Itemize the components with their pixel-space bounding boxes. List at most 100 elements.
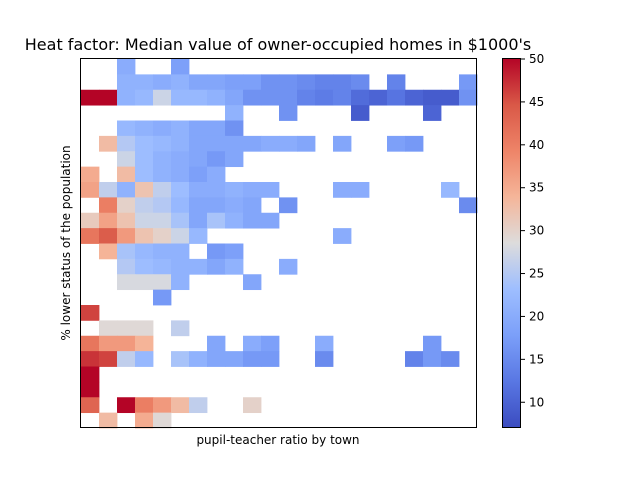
heatmap-cell — [171, 228, 190, 244]
heatmap-cell — [153, 212, 172, 229]
heatmap-cell — [99, 212, 118, 229]
heatmap-cell — [171, 135, 190, 152]
heatmap-cell — [297, 89, 316, 106]
heatmap-cell — [207, 135, 226, 152]
heatmap-cell — [387, 74, 406, 91]
heatmap-cell — [171, 166, 190, 183]
heatmap-cell — [297, 135, 316, 152]
chart-title: Heat factor: Median value of owner-occup… — [25, 35, 531, 54]
heatmap-cell — [243, 397, 262, 414]
heatmap-cell — [153, 397, 172, 414]
heatmap-cell — [117, 397, 136, 414]
heatmap-cell — [135, 258, 154, 275]
heatmap-cell — [225, 243, 244, 260]
heatmap-cell — [243, 212, 262, 229]
heatmap-cell — [189, 166, 208, 183]
heatmap-cell — [315, 89, 334, 106]
heatmap-cell — [315, 335, 334, 352]
heatmap-cell — [351, 105, 370, 121]
heatmap-cell — [351, 74, 370, 91]
heatmap-cell — [459, 74, 478, 91]
heatmap-cell — [171, 151, 190, 168]
heatmap-cell — [153, 151, 172, 168]
heatmap-cell — [81, 397, 100, 414]
heatmap-cell — [81, 366, 100, 383]
heatmap-cell — [441, 182, 460, 198]
heatmap-cell — [81, 335, 100, 352]
heatmap-cell — [135, 166, 154, 183]
heatmap-cell — [135, 228, 154, 244]
heatmap-cell — [189, 258, 208, 275]
heatmap-cell — [135, 320, 154, 337]
heatmap-cell — [171, 182, 190, 198]
heatmap-cell — [99, 243, 118, 260]
colorbar-tick-label: 50 — [529, 52, 544, 66]
heatmap-cell — [279, 74, 298, 91]
colorbar-tick-label: 35 — [529, 181, 544, 195]
heatmap-cell — [207, 351, 226, 367]
heatmap-cell — [207, 197, 226, 214]
heatmap-cell — [405, 89, 424, 106]
heatmap-cell — [99, 228, 118, 244]
heatmap-cell — [117, 228, 136, 244]
heatmap-cell — [225, 197, 244, 214]
heatmap-cell — [81, 228, 100, 244]
heatmap-cell — [117, 274, 136, 291]
heatmap-cell — [99, 335, 118, 352]
heatmap-cell — [99, 182, 118, 198]
heatmap-cell — [117, 320, 136, 337]
heatmap-cell — [99, 89, 118, 106]
heatmap-cell — [153, 258, 172, 275]
heatmap-cell — [279, 135, 298, 152]
colorbar: 10 15 20 25 30 35 40 45 50 — [502, 52, 544, 428]
heatmap-cell — [135, 212, 154, 229]
heatmap-cell — [117, 197, 136, 214]
heatmap-cell — [405, 135, 424, 152]
heatmap-cell — [189, 89, 208, 106]
heatmap-cell — [459, 197, 478, 214]
heatmap-cell — [135, 243, 154, 260]
heatmap-cell — [261, 182, 280, 198]
heatmap-cell — [135, 335, 154, 352]
heatmap-cell — [135, 274, 154, 291]
heatmap-cell — [189, 351, 208, 367]
heatmap-cell — [153, 243, 172, 260]
heatmap-cell — [207, 166, 226, 183]
heatmap-cell — [81, 212, 100, 229]
heatmap-cell — [171, 397, 190, 414]
heatmap-cell — [441, 89, 460, 106]
heatmap-cell — [171, 197, 190, 214]
heatmap-cell — [171, 120, 190, 137]
heatmap-cell — [243, 197, 262, 214]
heatmap-cell — [261, 89, 280, 106]
heatmap-cell — [81, 351, 100, 367]
heatmap-cell — [441, 351, 460, 367]
heatmap-cell — [243, 74, 262, 91]
colorbar-tick-label: 40 — [529, 138, 544, 152]
colorbar-tick-label: 45 — [529, 95, 544, 109]
heatmap-cell — [225, 258, 244, 275]
heatmap-cell — [189, 228, 208, 244]
heatmap-cell — [225, 212, 244, 229]
heatmap-cell — [153, 89, 172, 106]
x-axis-label: pupil-teacher ratio by town — [196, 433, 359, 447]
heatmap-cell — [189, 397, 208, 414]
heatmap-cell — [117, 120, 136, 137]
heatmap-cell — [81, 182, 100, 198]
heatmap-cell — [225, 135, 244, 152]
heatmap-cell — [333, 182, 352, 198]
heatmap-cell — [99, 320, 118, 337]
heatmap-cell — [117, 212, 136, 229]
heatmap-cell — [261, 74, 280, 91]
heatmap-cell — [207, 182, 226, 198]
heatmap-cell — [99, 197, 118, 214]
heatmap-cell — [117, 243, 136, 260]
heatmap-cell — [153, 289, 172, 306]
heatmap-cell — [207, 212, 226, 229]
heatmap-cell — [135, 397, 154, 414]
heatmap-cell — [81, 381, 100, 398]
heatmap-cell — [153, 166, 172, 183]
colorbar-tick-label: 15 — [529, 352, 544, 366]
heatmap-cell — [351, 182, 370, 198]
heatmap-cell — [135, 135, 154, 152]
